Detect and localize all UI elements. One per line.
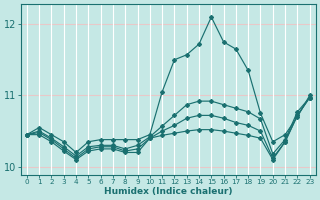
X-axis label: Humidex (Indice chaleur): Humidex (Indice chaleur) xyxy=(104,187,233,196)
